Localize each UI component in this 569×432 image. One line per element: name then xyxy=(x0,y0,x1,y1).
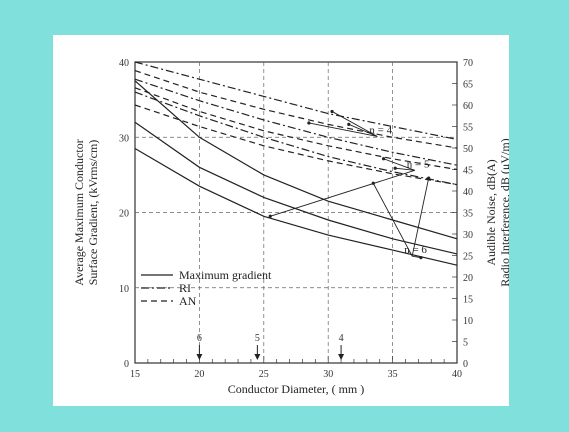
diameter-marker-label: 4 xyxy=(339,333,344,344)
y-right-tick-label: 70 xyxy=(463,58,473,69)
annotation-arrowhead xyxy=(371,181,375,185)
group-annotation: n = 5 xyxy=(407,158,430,170)
y-right-tick-label: 10 xyxy=(463,316,473,327)
conductor-diameter-chart: 15 20 25 30 35 400102030400510152025303540455… xyxy=(72,58,509,396)
annotation-arrowhead xyxy=(268,214,272,218)
series-line-ri xyxy=(134,61,458,140)
series-line-ri xyxy=(134,78,458,166)
y-right-tick-label: 5 xyxy=(463,338,468,349)
annotation-arrow xyxy=(411,178,430,257)
y-left-tick-label: 40 xyxy=(119,58,129,69)
y-left-axis-label: Surface Gradient, (kVrms/cm) xyxy=(86,140,100,286)
diameter-marker-arrowhead xyxy=(254,354,261,360)
x-axis-label: Conductor Diameter, ( mm ) xyxy=(228,382,364,396)
y-right-tick-label: 45 xyxy=(463,166,473,177)
annotation-arrow xyxy=(395,167,415,171)
annotation-arrow xyxy=(383,158,415,171)
annotation-arrowhead xyxy=(347,122,351,126)
y-left-tick-label: 0 xyxy=(124,359,129,370)
chart-card: 15 20 25 30 35 40 0 10 20 30 40 0 5 10 15 20 25 30 35 40 45 5… xyxy=(53,35,509,406)
x-tick-label: 40 xyxy=(452,369,462,380)
diameter-marker-label: 6 xyxy=(197,333,202,344)
y-right-tick-label: 15 xyxy=(463,295,473,306)
y-right-tick-label: 25 xyxy=(463,252,473,263)
annotation-arrow xyxy=(270,169,415,217)
y-left-tick-label: 20 xyxy=(119,209,129,220)
annotation-arrow xyxy=(372,183,413,257)
y-left-axis-label: Average Maximum Conductor xyxy=(72,139,86,285)
annotation-arrow xyxy=(331,111,378,137)
legend-label: AN xyxy=(179,294,197,308)
y-right-tick-label: 50 xyxy=(463,144,473,155)
y-right-tick-label: 40 xyxy=(463,187,473,198)
diameter-marker-arrowhead xyxy=(196,354,203,360)
series-line-maximum-gradient xyxy=(134,80,458,240)
y-right-tick-label: 0 xyxy=(463,359,468,370)
annotation-arrowhead xyxy=(393,166,397,170)
group-annotation: n = 6 xyxy=(404,244,427,256)
series-line-maximum-gradient xyxy=(134,147,458,266)
y-right-tick-label: 60 xyxy=(463,101,473,112)
legend-label: RI xyxy=(179,281,191,295)
annotation-arrowhead xyxy=(427,176,431,180)
annotation-arrowhead xyxy=(330,109,334,114)
y-right-axis-label: Radio Interference, dB (μV/m) xyxy=(498,138,509,286)
series-line-maximum-gradient xyxy=(134,121,458,255)
x-tick-label: 15 xyxy=(130,369,140,380)
y-right-tick-label: 55 xyxy=(463,123,473,134)
series-line-an xyxy=(134,87,458,171)
annotation-arrowhead xyxy=(307,121,311,125)
y-left-tick-label: 30 xyxy=(119,133,129,144)
x-tick-label: 30 xyxy=(323,369,333,380)
legend-label: Maximum gradient xyxy=(179,268,272,282)
diameter-marker-arrowhead xyxy=(338,354,345,360)
annotation-arrow xyxy=(308,122,378,137)
y-right-axis-label: Audible Noise, dB(A) xyxy=(484,159,498,265)
y-right-tick-label: 65 xyxy=(463,80,473,91)
annotation-arrow xyxy=(348,123,378,137)
y-right-tick-label: 30 xyxy=(463,230,473,241)
x-tick-label: 25 xyxy=(259,369,269,380)
diameter-marker-label: 5 xyxy=(255,333,260,344)
x-tick-label: 20 xyxy=(194,369,204,380)
x-tick-label: 35 xyxy=(388,369,398,380)
group-annotation: n = 4 xyxy=(369,124,392,136)
annotation-arrowhead xyxy=(381,157,386,161)
y-right-tick-label: 35 xyxy=(463,209,473,220)
y-left-tick-label: 10 xyxy=(119,284,129,295)
y-right-tick-label: 20 xyxy=(463,273,473,284)
annotation-arrowhead xyxy=(419,256,423,260)
